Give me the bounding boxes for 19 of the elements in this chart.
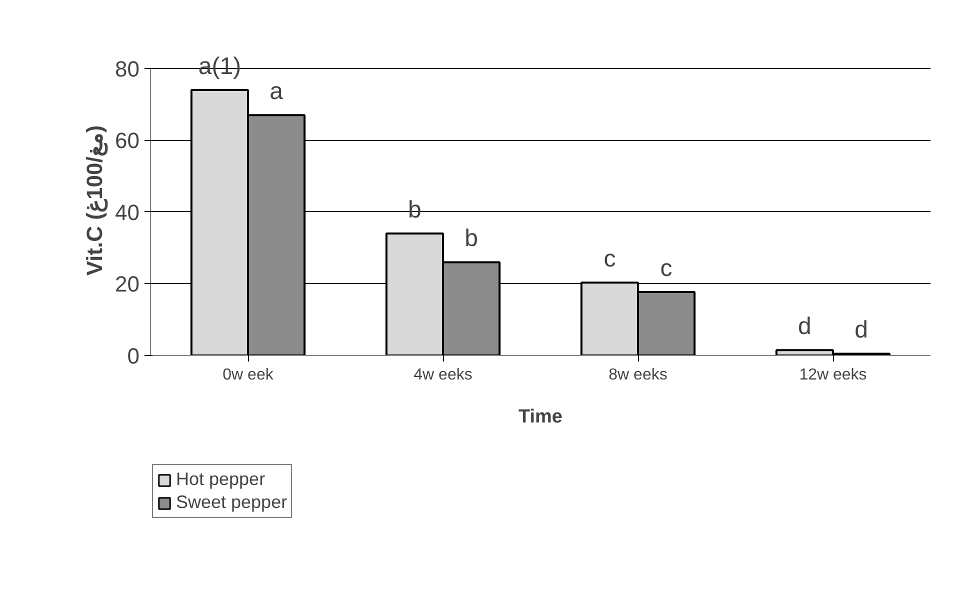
data-label: c bbox=[660, 254, 672, 282]
data-label: c bbox=[604, 246, 616, 273]
data-label: d bbox=[854, 316, 868, 344]
data-label: b bbox=[464, 225, 478, 252]
x-tick-label: 12w eeks bbox=[799, 366, 867, 384]
y-tick-label: 40 bbox=[115, 200, 140, 225]
y-tick-label: 80 bbox=[115, 56, 140, 82]
y-axis-title: Vit.C (مغ/100غ) bbox=[82, 125, 108, 276]
y-tick-label: 20 bbox=[115, 272, 140, 297]
y-tick-label: 60 bbox=[115, 128, 140, 154]
legend-label: Hot pepper bbox=[176, 469, 266, 490]
data-label: d bbox=[798, 313, 812, 340]
legend-label: Sweet pepper bbox=[176, 492, 288, 513]
data-label: a bbox=[270, 78, 284, 106]
x-tick-label: 8w eeks bbox=[608, 366, 668, 384]
y-tick-label: 0 bbox=[127, 344, 140, 368]
x-axis-title: Time bbox=[518, 406, 563, 428]
x-tick-label: 4w eeks bbox=[414, 366, 472, 384]
x-tick-label: 0w eek bbox=[222, 366, 274, 384]
